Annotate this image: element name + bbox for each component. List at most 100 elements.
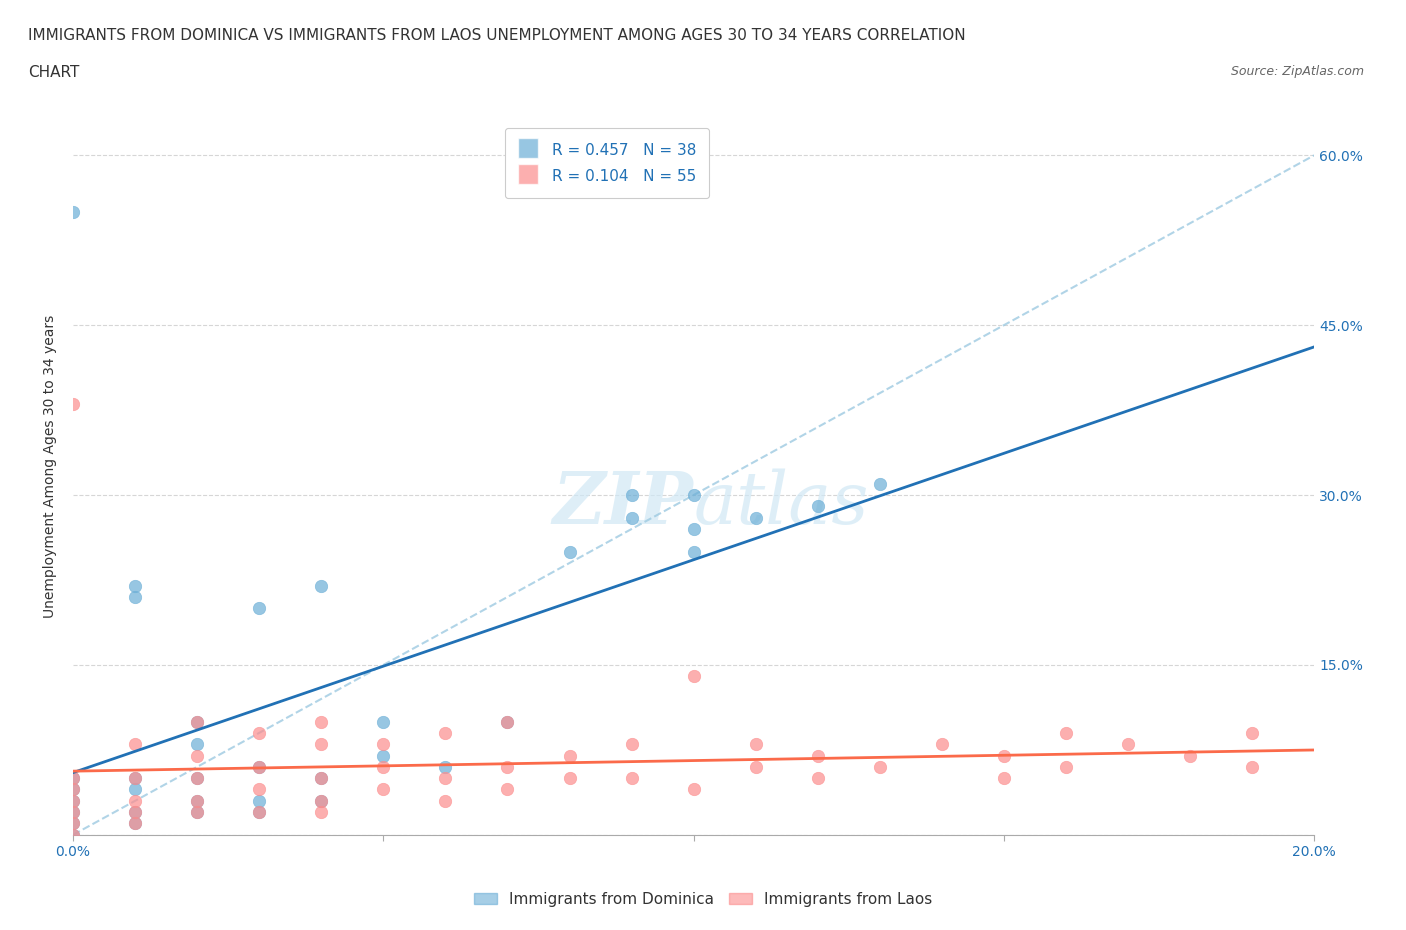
Point [311,771,333,786]
Point [124,793,146,808]
Point [247,760,270,775]
Point [311,771,333,786]
Point [247,793,270,808]
Point [186,714,208,729]
Point [434,793,457,808]
Point [247,804,270,819]
Point [869,476,891,491]
Point [247,804,270,819]
Point [682,669,704,684]
Point [373,782,395,797]
Point [62,771,84,786]
Point [311,737,333,751]
Point [311,578,333,593]
Point [186,748,208,763]
Point [62,828,84,843]
Y-axis label: Unemployment Among Ages 30 to 34 years: Unemployment Among Ages 30 to 34 years [44,315,58,618]
Point [311,793,333,808]
Point [186,793,208,808]
Point [124,590,146,604]
Point [62,771,84,786]
Point [869,760,891,775]
Point [620,487,643,502]
Legend: Immigrants from Dominica, Immigrants from Laos: Immigrants from Dominica, Immigrants fro… [467,886,939,913]
Legend: R = 0.457   N = 38, R = 0.104   N = 55: R = 0.457 N = 38, R = 0.104 N = 55 [505,128,709,198]
Point [186,771,208,786]
Point [62,816,84,830]
Point [993,771,1015,786]
Point [62,782,84,797]
Point [186,804,208,819]
Point [311,804,333,819]
Point [682,522,704,537]
Point [496,760,519,775]
Point [124,737,146,751]
Point [186,793,208,808]
Point [373,760,395,775]
Point [1054,725,1077,740]
Point [744,511,766,525]
Point [124,816,146,830]
Point [558,771,581,786]
Point [1054,760,1077,775]
Point [124,816,146,830]
Point [434,760,457,775]
Point [807,498,830,513]
Point [496,714,519,729]
Point [62,782,84,797]
Point [434,725,457,740]
Point [186,737,208,751]
Point [124,771,146,786]
Point [1241,725,1264,740]
Point [124,771,146,786]
Point [247,760,270,775]
Point [744,737,766,751]
Point [744,760,766,775]
Point [62,828,84,843]
Point [311,714,333,729]
Point [186,714,208,729]
Point [373,737,395,751]
Point [496,782,519,797]
Point [62,804,84,819]
Point [124,804,146,819]
Point [124,782,146,797]
Point [496,714,519,729]
Point [62,793,84,808]
Point [124,804,146,819]
Point [247,725,270,740]
Point [62,804,84,819]
Point [620,511,643,525]
Point [247,782,270,797]
Point [1116,737,1139,751]
Point [62,816,84,830]
Point [373,748,395,763]
Point [558,544,581,559]
Text: ZIP: ZIP [553,468,693,539]
Point [311,793,333,808]
Point [186,804,208,819]
Point [62,397,84,412]
Point [62,793,84,808]
Point [434,771,457,786]
Point [186,771,208,786]
Point [682,782,704,797]
Point [807,771,830,786]
Point [1241,760,1264,775]
Point [558,748,581,763]
Point [373,714,395,729]
Point [682,487,704,502]
Point [807,748,830,763]
Point [620,771,643,786]
Point [682,544,704,559]
Text: CHART: CHART [28,65,80,80]
Point [620,737,643,751]
Point [993,748,1015,763]
Point [247,601,270,616]
Point [62,205,84,219]
Point [1178,748,1201,763]
Text: IMMIGRANTS FROM DOMINICA VS IMMIGRANTS FROM LAOS UNEMPLOYMENT AMONG AGES 30 TO 3: IMMIGRANTS FROM DOMINICA VS IMMIGRANTS F… [28,28,966,43]
Point [124,578,146,593]
Text: atlas: atlas [693,469,869,538]
Text: Source: ZipAtlas.com: Source: ZipAtlas.com [1230,65,1364,78]
